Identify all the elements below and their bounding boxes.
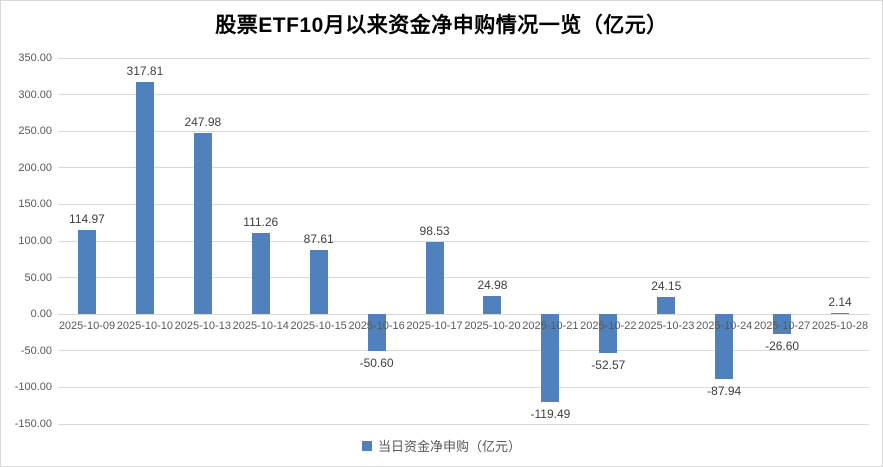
gridline — [58, 130, 869, 132]
x-axis-tick-label: 2025-10-21 — [522, 320, 579, 333]
bar-2025-10-13 — [193, 132, 212, 315]
x-axis-tick-label: 2025-10-13 — [174, 320, 231, 333]
y-axis-tick-label: 350.00 — [18, 52, 52, 64]
y-axis-tick-label: 300.00 — [18, 88, 52, 101]
bar-value-label: -119.49 — [530, 406, 571, 421]
gridline — [58, 94, 869, 96]
x-axis-tick-label: 2025-10-14 — [232, 320, 289, 333]
gridline — [58, 350, 869, 352]
gridline — [58, 313, 869, 315]
gridline — [58, 167, 869, 169]
x-axis-tick-label: 2025-10-16 — [348, 320, 405, 333]
bar-value-label: 87.61 — [303, 232, 334, 247]
gridline — [58, 423, 869, 425]
x-axis-tick-label: 2025-10-09 — [58, 320, 116, 333]
bar-value-label: 247.98 — [184, 114, 222, 129]
bar-value-label: 24.98 — [477, 277, 508, 292]
y-axis-tick-label: -100.00 — [14, 381, 52, 394]
gridline — [58, 57, 869, 59]
bar-2025-10-21 — [541, 314, 560, 402]
bar-value-label: 98.53 — [419, 224, 450, 239]
gridline — [58, 277, 869, 279]
bar-value-label: -52.57 — [591, 357, 626, 372]
legend: 当日资金净申购（亿元） — [1, 436, 882, 455]
y-axis-tick-label: 50.00 — [24, 271, 52, 284]
y-axis-tick-label: 0.00 — [30, 308, 52, 321]
bar-value-label: 111.26 — [243, 214, 279, 229]
bar-2025-10-22 — [599, 314, 618, 353]
bar-2025-10-24 — [715, 314, 734, 379]
y-axis-tick-label: 150.00 — [18, 198, 52, 211]
bar-2025-10-28 — [831, 312, 850, 315]
y-axis-tick-label: -50.00 — [20, 344, 52, 357]
y-axis-tick-label: 100.00 — [18, 235, 52, 247]
bar-2025-10-09 — [77, 230, 96, 315]
x-axis-tick-label: 2025-10-23 — [638, 320, 695, 333]
bar-2025-10-10 — [135, 81, 154, 315]
chart-title: 股票ETF10月以来资金净申购情况一览（亿元） — [215, 14, 668, 37]
x-axis-tick-label: 2025-10-28 — [811, 320, 869, 333]
bar-value-label: 114.97 — [69, 212, 105, 227]
bar-2025-10-14 — [251, 232, 270, 315]
x-axis-tick-label: 2025-10-24 — [696, 320, 753, 333]
x-axis-tick-label: 2025-10-10 — [116, 320, 174, 333]
gridline — [58, 386, 869, 388]
bar-value-label: 317.81 — [126, 63, 164, 78]
bar-2025-10-23 — [657, 296, 676, 315]
plot-area: 350.00 300.00 250.00 200.00 150.00 100.00 50.0… — [15, 52, 869, 430]
bar-2025-10-17 — [425, 242, 444, 315]
x-axis-tick-label: 2025-10-27 — [753, 320, 811, 333]
bar-value-label: -87.94 — [707, 383, 742, 398]
bar-2025-10-20 — [483, 295, 502, 315]
x-axis-tick-label: 2025-10-15 — [290, 320, 347, 333]
gridline — [58, 240, 869, 242]
x-axis-tick-label: 2025-10-17 — [406, 320, 463, 333]
x-axis-tick-label: 2025-10-20 — [464, 320, 521, 333]
legend-series-label: 当日资金净申购（亿元） — [377, 439, 521, 454]
y-axis-tick-label: 250.00 — [18, 125, 52, 138]
y-axis-tick-label: -150.00 — [14, 418, 52, 430]
y-axis-tick-label: 200.00 — [18, 161, 52, 174]
bar-2025-10-27 — [773, 314, 792, 334]
bar-value-label: 24.15 — [651, 278, 682, 293]
bar-2025-10-15 — [309, 250, 328, 315]
x-axis-tick-label: 2025-10-22 — [580, 320, 637, 333]
bar-value-label: -50.60 — [359, 356, 394, 371]
bar-value-label: 2.14 — [828, 294, 852, 309]
legend-marker-icon — [361, 440, 372, 451]
gridline — [58, 203, 869, 205]
bar-value-label: -26.60 — [765, 338, 800, 353]
bar-2025-10-16 — [367, 314, 386, 352]
